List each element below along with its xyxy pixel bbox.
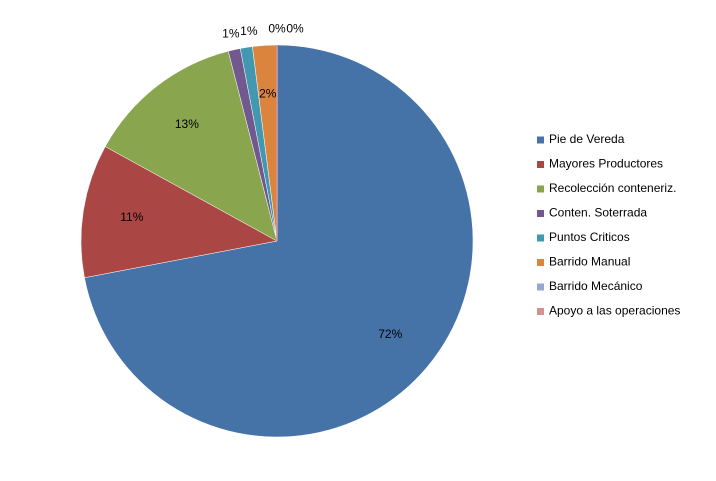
- legend-label: Mayores Productores: [549, 157, 663, 171]
- legend-swatch: [537, 185, 544, 193]
- data-label: 1%: [222, 27, 240, 41]
- pie-slice: [84, 44, 474, 438]
- legend-label: Barrido Mecánico: [549, 279, 643, 293]
- legend-label: Conten. Soterrada: [549, 206, 647, 220]
- legend-swatch: [537, 210, 544, 217]
- data-label: 0%: [286, 21, 304, 35]
- legend-label: Apoyo a las operaciones: [549, 304, 680, 318]
- legend-label: Barrido Manual: [549, 255, 630, 269]
- data-label: 13%: [175, 117, 199, 131]
- legend-swatch: [537, 283, 544, 291]
- pie-slice: [104, 50, 278, 242]
- data-label: 0%: [268, 21, 286, 35]
- pie-slice: [80, 146, 278, 279]
- legend-swatch: [537, 234, 544, 242]
- legend-swatch: [537, 161, 544, 168]
- data-label: 11%: [120, 210, 143, 224]
- legend-swatch: [537, 308, 544, 315]
- legend-label: Recolección conteneriz.: [549, 181, 676, 195]
- legend-swatch: [537, 259, 544, 266]
- data-label: 2%: [259, 86, 277, 100]
- data-label: 1%: [240, 24, 258, 38]
- legend-label: Pie de Vereda: [549, 132, 625, 146]
- data-label: 72%: [378, 327, 402, 341]
- legend-swatch: [537, 136, 544, 144]
- legend-label: Puntos Criticos: [549, 230, 630, 244]
